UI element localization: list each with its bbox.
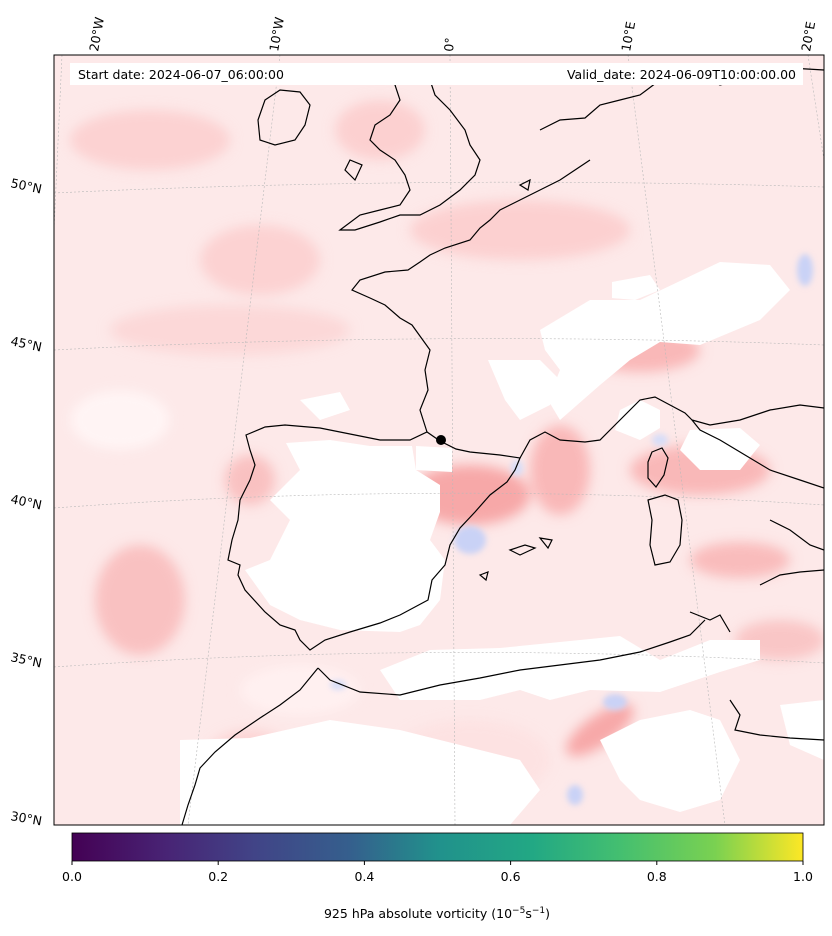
coastline-corsica (647, 447, 669, 488)
colorbar-gradient (71, 832, 804, 862)
colorbar: 0.0 0.2 0.4 0.6 0.8 1.0 (62, 832, 813, 884)
coastline-atlantic-africa (181, 667, 319, 825)
start-date-label: Start date: 2024-06-07_06:00:00 (78, 67, 284, 82)
longitude-labels: 20°W 10°W 0° 10°E 20°E (86, 16, 818, 53)
valid-date-label: Valid_date: 2024-06-09T10:00:00.00 (567, 67, 796, 82)
lat-label: 40°N (9, 491, 43, 512)
colorbar-tick-label: 0.6 (501, 869, 521, 884)
coastline-sardinia (647, 494, 683, 566)
lat-label: 30°N (9, 808, 43, 828)
lat-label: 50°N (9, 175, 43, 196)
vorticity-field (54, 55, 824, 825)
lon-label: 10°W (266, 16, 287, 53)
lon-label: 10°E (618, 20, 638, 52)
colorbar-tick-label: 1.0 (793, 869, 813, 884)
coastline-ireland (257, 89, 311, 146)
latitude-labels: 50°N 45°N 40°N 35°N 30°N (9, 175, 43, 828)
coastline-france (351, 159, 591, 433)
colorbar-tick-label: 0.4 (354, 869, 374, 884)
lon-label: 20°W (86, 16, 107, 53)
colorbar-tick-label: 0.2 (208, 869, 228, 884)
lon-label: 0° (441, 37, 457, 52)
colorbar-caption: 925 hPa absolute vorticity (10−5s−1) (323, 906, 550, 922)
location-marker (436, 435, 446, 445)
coastline-north-africa (317, 619, 706, 696)
colorbar-tick-label: 0.8 (647, 869, 667, 884)
coastline-italy (691, 404, 824, 426)
coastline-iberia (227, 424, 521, 651)
graticule (54, 55, 824, 825)
lat-label: 45°N (9, 333, 43, 354)
coastline-gulf-of-lion (519, 396, 824, 489)
colorbar-tick-label: 0.0 (62, 869, 82, 884)
map-frame (53, 54, 825, 826)
colorbar-ticks: 0.0 0.2 0.4 0.6 0.8 1.0 (62, 861, 813, 884)
header-box (70, 63, 803, 85)
lat-label: 35°N (9, 649, 43, 670)
lon-label: 20°E (798, 20, 818, 52)
